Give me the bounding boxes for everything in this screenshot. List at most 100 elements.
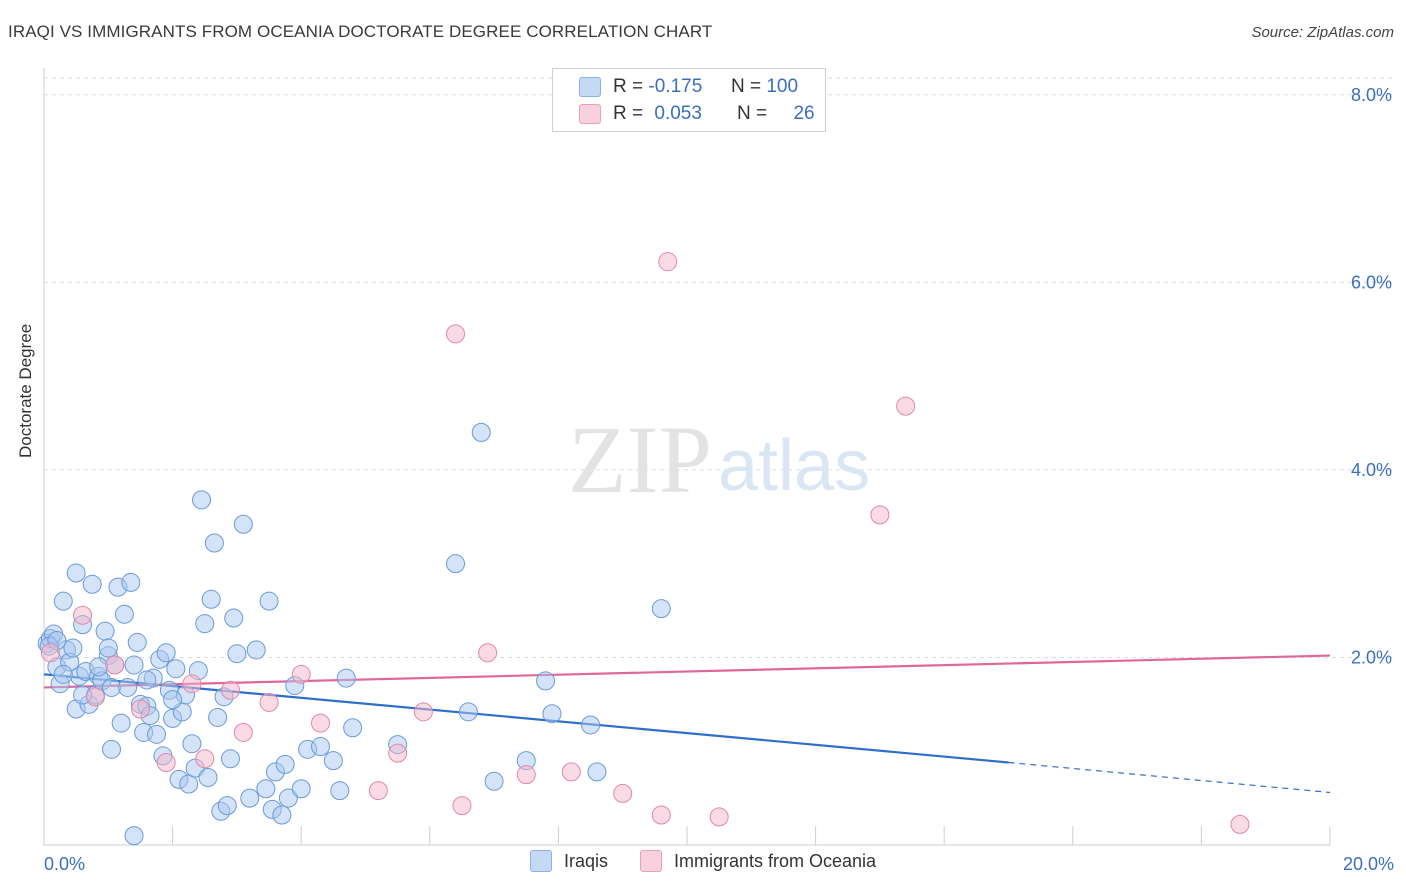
point-oceania xyxy=(291,664,311,684)
legend-swatch-iraqis xyxy=(579,77,601,97)
correlation-legend: R = -0.175 N = 100 R = 0.053 N = 26 xyxy=(552,68,826,132)
point-iraqis xyxy=(124,826,144,846)
point-iraqis xyxy=(163,690,183,710)
point-iraqis xyxy=(53,591,73,611)
series-legend-iraqis[interactable]: Iraqis xyxy=(529,850,608,872)
point-iraqis xyxy=(336,668,356,688)
point-iraqis xyxy=(82,574,102,594)
point-iraqis xyxy=(259,591,279,611)
point-iraqis xyxy=(53,664,73,684)
point-iraqis xyxy=(63,638,83,658)
point-iraqis xyxy=(198,767,218,787)
trend-lines xyxy=(43,654,1331,794)
point-oceania xyxy=(658,252,678,272)
point-iraqis xyxy=(89,657,109,677)
point-oceania xyxy=(368,781,388,801)
point-iraqis xyxy=(102,677,122,697)
point-iraqis xyxy=(102,739,122,759)
y-tick-label: 8.0% xyxy=(1351,85,1392,105)
legend-n-value-oceania: 26 xyxy=(793,103,815,124)
point-oceania xyxy=(413,702,433,722)
point-oceania xyxy=(105,655,125,675)
point-iraqis xyxy=(208,707,228,727)
point-iraqis xyxy=(330,781,350,801)
point-iraqis xyxy=(220,749,240,769)
x-tick-label: 0.0% xyxy=(44,854,85,874)
point-iraqis xyxy=(156,643,176,663)
point-iraqis xyxy=(66,563,86,583)
point-iraqis xyxy=(224,608,244,628)
point-iraqis xyxy=(147,724,167,744)
point-oceania xyxy=(1230,814,1250,834)
y-tick-label: 4.0% xyxy=(1351,460,1392,480)
point-iraqis xyxy=(195,614,215,634)
legend-n-label: N = xyxy=(730,76,762,97)
legend-r-value-oceania: 0.053 xyxy=(654,103,702,124)
point-iraqis xyxy=(217,796,237,816)
point-oceania xyxy=(896,396,916,416)
point-oceania xyxy=(73,605,93,625)
point-iraqis xyxy=(192,490,212,510)
point-iraqis xyxy=(121,572,141,592)
trend-line-oceania xyxy=(43,654,1331,689)
series-legend: Iraqis Immigrants from Oceania xyxy=(0,850,1406,872)
point-oceania xyxy=(259,692,279,712)
point-iraqis xyxy=(446,554,466,574)
point-iraqis xyxy=(587,762,607,782)
y-tick-label: 2.0% xyxy=(1351,647,1392,667)
point-iraqis xyxy=(256,779,276,799)
point-iraqis xyxy=(272,805,292,825)
point-iraqis xyxy=(536,671,556,691)
point-iraqis xyxy=(179,774,199,794)
point-iraqis xyxy=(471,422,491,442)
data-points xyxy=(37,252,1250,846)
point-iraqis xyxy=(204,533,224,553)
series-legend-oceania[interactable]: Immigrants from Oceania xyxy=(639,850,876,872)
point-iraqis xyxy=(111,713,131,733)
point-oceania xyxy=(709,807,729,827)
point-iraqis xyxy=(343,718,363,738)
point-iraqis xyxy=(98,638,118,658)
point-oceania xyxy=(516,765,536,785)
point-oceania xyxy=(613,783,633,803)
y-tick-label: 6.0% xyxy=(1351,272,1392,292)
trend-line-iraqis xyxy=(43,673,1009,764)
point-iraqis xyxy=(166,659,186,679)
point-oceania xyxy=(233,722,253,742)
point-oceania xyxy=(651,805,671,825)
point-iraqis xyxy=(291,779,311,799)
point-oceania xyxy=(130,699,150,719)
watermark-atlas: atlas xyxy=(718,426,870,506)
point-iraqis xyxy=(323,751,343,771)
legend-r-label: R = xyxy=(613,103,644,124)
point-oceania xyxy=(195,749,215,769)
point-oceania xyxy=(85,687,105,707)
point-oceania xyxy=(452,796,472,816)
point-iraqis xyxy=(124,655,144,675)
legend-n-value-iraqis: 100 xyxy=(766,76,799,97)
point-iraqis xyxy=(581,715,601,735)
series-legend-label: Iraqis xyxy=(563,850,608,871)
point-oceania xyxy=(478,643,498,663)
legend-row-oceania: R = 0.053 N = 26 xyxy=(579,102,815,126)
point-iraqis xyxy=(275,754,295,774)
point-iraqis xyxy=(278,788,298,808)
point-iraqis xyxy=(137,670,157,690)
legend-n-label: N = xyxy=(736,103,768,124)
point-iraqis xyxy=(95,621,115,641)
point-oceania xyxy=(156,752,176,772)
watermark: ZIP atlas xyxy=(568,406,870,513)
point-iraqis xyxy=(182,734,202,754)
point-oceania xyxy=(446,324,466,344)
legend-swatch-oceania xyxy=(579,104,601,124)
legend-row-iraqis: R = -0.175 N = 100 xyxy=(579,75,798,99)
point-oceania xyxy=(220,680,240,700)
point-iraqis xyxy=(246,640,266,660)
point-iraqis xyxy=(458,702,478,722)
point-oceania xyxy=(310,713,330,733)
legend-r-value-iraqis: -0.175 xyxy=(648,76,703,97)
point-iraqis xyxy=(227,644,247,664)
point-oceania xyxy=(40,643,60,663)
tick-labels: 2.0% 4.0% 6.0% 8.0% 0.0% 20.0% xyxy=(44,85,1394,874)
